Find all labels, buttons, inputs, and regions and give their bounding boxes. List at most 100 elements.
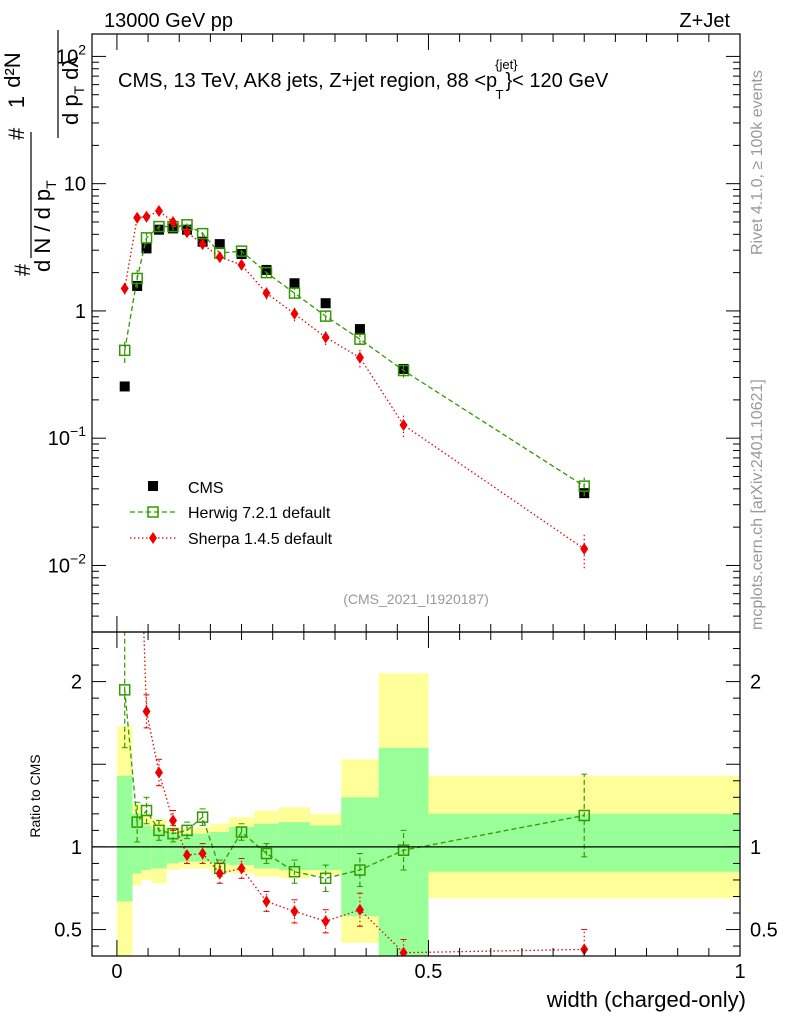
ratio-point [262,895,271,908]
ratio-ylabel: Ratio to CMS [27,754,43,837]
series-2 [120,204,589,569]
x-tick-label: 1 [734,961,745,983]
data-point [320,298,331,309]
data-point [131,272,143,285]
data-point [119,381,130,392]
ratio-point [290,905,299,918]
legend-herwig-marker [147,506,159,518]
legend-cms-marker [148,481,158,491]
ratio-point [355,903,364,916]
data-point [580,542,589,555]
data-point [120,282,129,295]
mcplots-label: mcplots.cern.ch [arXiv:2401.10621] [749,379,766,630]
legend-sherpa-label: Sherpa 1.4.5 default [188,531,333,548]
ratio-point [142,705,151,718]
ratio-point [183,849,192,862]
svg-text:d N / d pT: d N / d pT [30,180,59,272]
main-y-tick-label: 1 [75,301,86,323]
ratio-point [140,804,153,817]
ratio-point [133,428,141,440]
x-axis-label: width (charged-only) [546,987,746,1012]
svg-text:Ratio to CMS: Ratio to CMS [27,754,43,837]
data-point [578,480,590,492]
main-ylabel-frac2-den: d pTdλ [58,57,87,125]
main-ylabel-frac1-den: d N / d pT [30,180,59,272]
band-inner-11 [310,825,342,871]
ratio-point [399,946,408,956]
svg-text:#: # [10,263,35,276]
data-point [321,331,330,344]
ratio-point [319,872,332,885]
data-point [235,245,248,257]
ratio-point [288,865,301,878]
main-ylabel-frac1-num: 1 [4,96,29,108]
series-0 [119,223,590,499]
band-inner-1 [132,813,142,874]
ratio-uncertainty-bands [116,673,740,956]
svg-text:1: 1 [4,96,29,108]
series-1 [118,219,590,497]
analysis-id: (CMS_2021_I1920187) [343,591,489,607]
data-point [215,251,224,264]
data-point [118,344,131,357]
band-inner-12 [341,797,379,917]
ratio-point [181,824,193,837]
series-line-main [124,224,585,487]
ratio-point [196,811,209,823]
data-point [319,310,332,322]
data-point [198,238,207,251]
main-y-tick-label: 102 [56,41,86,68]
data-point [262,287,271,300]
svg-text:mcplots.cern.ch [arXiv:2401.10: mcplots.cern.ch [arXiv:2401.10621] [749,379,766,630]
legend-herwig-label: Herwig 7.2.1 default [188,505,331,522]
legend-sherpa-marker [149,532,157,544]
ratio-point [154,766,163,779]
ratio-point [131,816,143,828]
band-inner-2 [141,825,152,871]
ratio-point [235,826,248,838]
header-right: Z+Jet [679,10,730,32]
main-y-tick-label: 10−2 [48,550,86,577]
legend: CMS Herwig 7.2.1 default Sherpa 1.4.5 de… [130,480,333,548]
rivet-label: Rivet 4.1.0, ≥ 100k events [749,70,766,255]
x-tick-label: 0 [111,961,122,983]
main-y-tick-label: 10 [64,174,86,196]
svg-text:#d²N: #d²N [0,52,29,140]
ratio-point [321,915,330,928]
data-point [397,364,410,377]
data-point [214,239,225,250]
ratio-y-tick-label-right: 0.5 [750,920,778,942]
data-point [288,287,301,299]
band-inner-0 [116,775,133,902]
ratio-point [578,809,590,822]
ratio-point [118,684,131,696]
ratio-point [215,867,224,880]
x-tick-label: 0.5 [415,961,443,983]
main-ylabel-frac2-num: #d²N [0,52,29,140]
band-inner-4 [166,832,180,864]
svg-text:d pTdλ: d pTdλ [58,57,87,125]
band-inner-3 [151,828,167,869]
data-point [355,351,364,364]
data-point [289,278,300,289]
ratio-series-2 [121,31,589,956]
plot-title: CMS, 13 TeV, AK8 jets, Z+jet region, 88 … [118,57,609,102]
data-point [133,211,142,224]
ratio-point [354,864,366,876]
legend-cms-label: CMS [188,480,224,497]
ratio-point [169,814,177,827]
ratio-y-tick-label: 0.5 [54,920,82,942]
ratio-y-tick-label: 1 [71,837,82,859]
ratio-point [237,862,246,875]
data-point [183,226,192,239]
data-point [140,232,153,244]
main-ylabel: # [10,263,35,276]
ratio-point [198,847,207,860]
ratio-line [143,632,585,954]
header-left: 13000 GeV pp [104,10,233,32]
data-point [354,333,366,345]
ratio-point [121,31,129,43]
ratio-point [397,844,410,856]
